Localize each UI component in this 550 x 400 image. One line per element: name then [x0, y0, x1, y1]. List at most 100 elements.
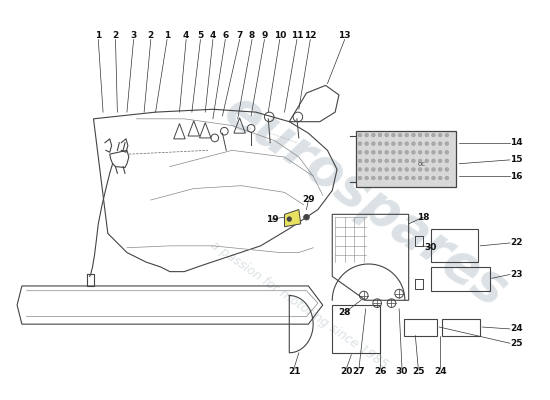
Text: 19: 19 [266, 215, 278, 224]
Circle shape [405, 176, 409, 180]
Circle shape [392, 168, 395, 171]
Circle shape [365, 150, 369, 154]
Circle shape [418, 159, 422, 163]
Circle shape [358, 133, 362, 137]
Circle shape [392, 142, 395, 146]
Text: 25: 25 [412, 368, 425, 376]
Circle shape [398, 168, 402, 171]
Circle shape [411, 133, 415, 137]
Circle shape [392, 133, 395, 137]
Circle shape [365, 176, 369, 180]
Circle shape [445, 133, 449, 137]
Text: 2: 2 [148, 31, 154, 40]
Text: 27: 27 [353, 368, 365, 376]
Circle shape [438, 159, 442, 163]
Circle shape [432, 133, 436, 137]
Circle shape [432, 168, 436, 171]
Circle shape [385, 168, 389, 171]
Text: 7: 7 [236, 31, 243, 40]
Text: 13: 13 [338, 31, 351, 40]
Circle shape [378, 168, 382, 171]
Circle shape [371, 159, 375, 163]
Circle shape [418, 150, 422, 154]
Circle shape [418, 168, 422, 171]
Text: 10: 10 [273, 31, 286, 40]
Circle shape [438, 176, 442, 180]
Circle shape [411, 142, 415, 146]
Circle shape [432, 150, 436, 154]
Circle shape [378, 159, 382, 163]
Text: 28: 28 [338, 308, 351, 317]
Circle shape [418, 133, 422, 137]
Text: 3: 3 [130, 31, 137, 40]
Circle shape [425, 159, 428, 163]
Circle shape [371, 142, 375, 146]
Circle shape [438, 142, 442, 146]
Circle shape [445, 150, 449, 154]
FancyBboxPatch shape [356, 131, 456, 187]
Circle shape [445, 176, 449, 180]
Text: 21: 21 [288, 368, 300, 376]
Circle shape [411, 168, 415, 171]
Text: 11: 11 [291, 31, 303, 40]
Circle shape [438, 133, 442, 137]
Circle shape [378, 142, 382, 146]
Circle shape [371, 168, 375, 171]
Circle shape [358, 150, 362, 154]
Text: 4: 4 [210, 31, 216, 40]
Text: 9: 9 [261, 31, 268, 40]
Circle shape [398, 133, 402, 137]
Circle shape [418, 176, 422, 180]
Circle shape [371, 133, 375, 137]
Circle shape [425, 133, 428, 137]
Circle shape [365, 168, 369, 171]
Circle shape [405, 133, 409, 137]
Text: 25: 25 [510, 339, 523, 348]
Circle shape [432, 142, 436, 146]
Text: 26: 26 [374, 368, 386, 376]
Circle shape [398, 150, 402, 154]
Circle shape [392, 150, 395, 154]
Text: 29: 29 [302, 196, 315, 204]
Circle shape [398, 159, 402, 163]
Text: eurospares: eurospares [214, 83, 517, 317]
Circle shape [405, 142, 409, 146]
Text: 12: 12 [304, 31, 317, 40]
Circle shape [358, 176, 362, 180]
Text: 16: 16 [510, 172, 523, 181]
Circle shape [438, 150, 442, 154]
Circle shape [425, 176, 428, 180]
Text: 15: 15 [510, 155, 523, 164]
Circle shape [392, 176, 395, 180]
Circle shape [405, 168, 409, 171]
Text: 30: 30 [425, 243, 437, 252]
Circle shape [385, 159, 389, 163]
Text: 20: 20 [340, 368, 353, 376]
Circle shape [385, 150, 389, 154]
Circle shape [371, 176, 375, 180]
Circle shape [378, 150, 382, 154]
Text: 23: 23 [510, 270, 523, 279]
Circle shape [287, 217, 292, 222]
Circle shape [358, 142, 362, 146]
Text: 24: 24 [434, 368, 447, 376]
Text: 14: 14 [510, 138, 523, 147]
Circle shape [365, 142, 369, 146]
Circle shape [411, 150, 415, 154]
Polygon shape [284, 210, 301, 227]
Circle shape [432, 176, 436, 180]
Text: a passion for motoring since 1985: a passion for motoring since 1985 [208, 238, 390, 372]
Circle shape [445, 159, 449, 163]
Circle shape [398, 176, 402, 180]
Circle shape [425, 168, 428, 171]
Circle shape [425, 150, 428, 154]
Circle shape [385, 142, 389, 146]
Circle shape [445, 168, 449, 171]
Circle shape [385, 133, 389, 137]
Circle shape [378, 133, 382, 137]
Circle shape [445, 142, 449, 146]
Circle shape [365, 159, 369, 163]
Circle shape [378, 176, 382, 180]
Circle shape [392, 159, 395, 163]
Circle shape [358, 168, 362, 171]
